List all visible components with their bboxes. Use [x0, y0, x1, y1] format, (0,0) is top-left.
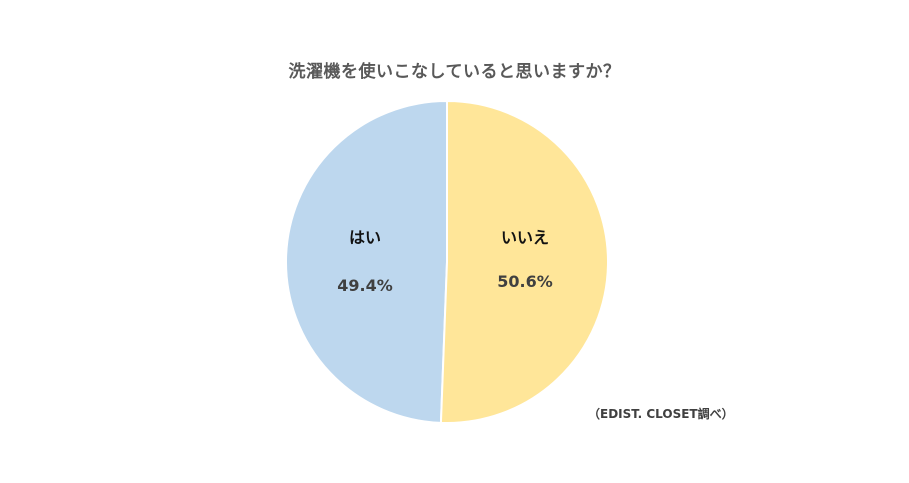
chart-title: 洗濯機を使いこなしていると思いますか？	[288, 62, 621, 82]
slice-category-label-1: はい	[349, 228, 381, 247]
labels-layer: はい 49.4% いいえ 50.6%	[337, 228, 553, 295]
slice-value-label-2: 50.6%	[497, 272, 553, 291]
pie-slice-1	[285, 99, 448, 424]
source-note: （EDIST. CLOSET調べ）	[588, 407, 734, 421]
slices-layer	[285, 99, 609, 424]
pie-slice-2	[439, 99, 609, 424]
slice-category-label-2: いいえ	[501, 228, 549, 247]
slice-value-label-1: 49.4%	[337, 276, 393, 295]
